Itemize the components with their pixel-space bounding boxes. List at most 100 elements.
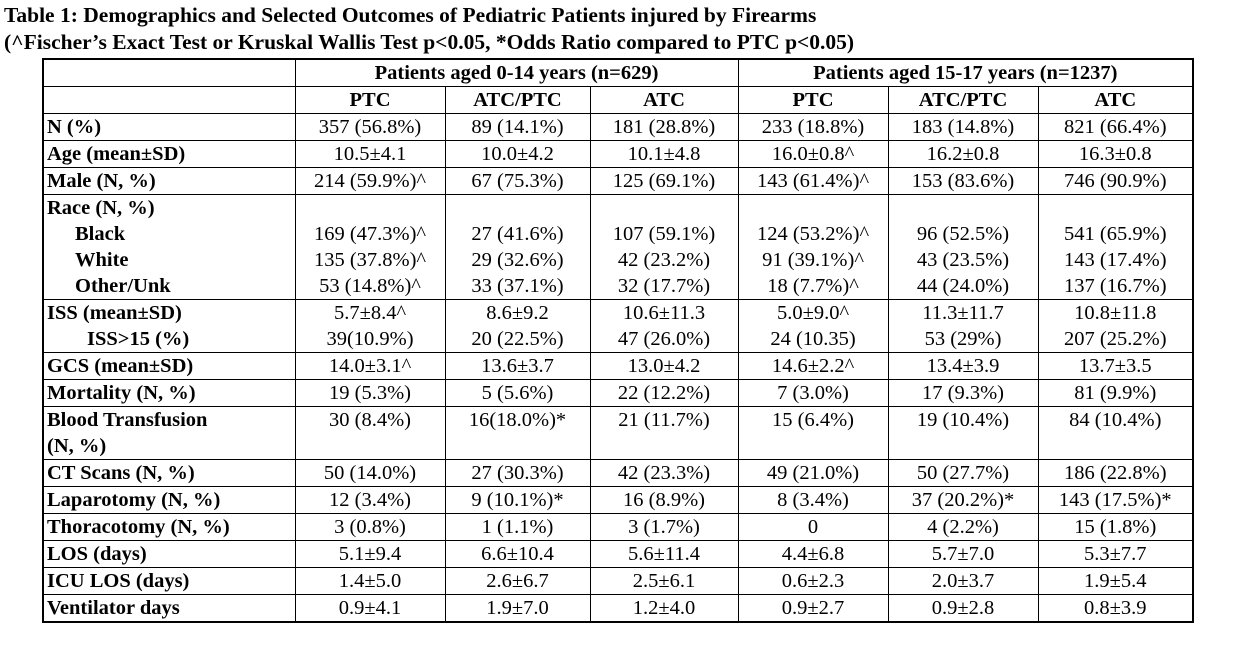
row-label: Laparotomy (N, %) xyxy=(42,486,296,514)
table-cell: 1 (1.1%) xyxy=(444,513,591,541)
row-label: Blood Transfusion xyxy=(47,409,208,431)
row-label: Age (mean±SD) xyxy=(42,140,296,168)
table-cell: 4 (2.2%) xyxy=(887,513,1039,541)
row-sublabel: Other/Unk xyxy=(75,275,171,297)
table-cell: 10.6±11.3 xyxy=(622,302,706,324)
group-header-0-14: Patients aged 0-14 years (n=629) xyxy=(294,58,739,87)
table-cell: 16(18.0%)* xyxy=(444,406,591,460)
table-cell: 89 (14.1%) xyxy=(444,113,591,141)
table-row-age: Age (mean±SD) 10.5±4.1 10.0±4.2 10.1±4.8… xyxy=(42,140,1194,168)
table-row-los: LOS (days) 5.1±9.4 6.6±10.4 5.6±11.4 4.4… xyxy=(42,540,1194,568)
table-cell: 16.3±0.8 xyxy=(1037,140,1194,168)
table-caption: Table 1: Demographics and Selected Outco… xyxy=(4,2,854,56)
table-row-transfusion: Blood Transfusion (N, %) 30 (8.4%) 16(18… xyxy=(42,406,1194,460)
table-cell: 67 (75.3%) xyxy=(444,167,591,195)
table-cell: 84 (10.4%) xyxy=(1037,406,1194,460)
table-cell-group: 11.3±11.7 53 (29%) xyxy=(887,299,1039,353)
table-cell: 24 (10.35) xyxy=(770,328,856,350)
table-cell: 143 (17.5%)* xyxy=(1037,486,1194,514)
table-cell: 5.6±11.4 xyxy=(589,540,739,568)
table-cell: 32 (17.7%) xyxy=(617,275,711,297)
row-label: ISS (mean±SD) xyxy=(47,302,182,324)
table-cell: 169 (47.3%)^ xyxy=(313,223,427,245)
row-label-cont: (N, %) xyxy=(47,435,107,457)
table-cell-group: 96 (52.5%) 43 (23.5%) 44 (24.0%) xyxy=(887,194,1039,300)
row-label: Mortality (N, %) xyxy=(42,379,296,407)
table-cell: 0.6±2.3 xyxy=(737,567,889,595)
table-cell: 5 (5.6%) xyxy=(444,379,591,407)
table-cell: 8 (3.4%) xyxy=(737,486,889,514)
table-cell: 27 (41.6%) xyxy=(471,223,564,245)
row-sublabel: Black xyxy=(75,223,126,245)
table-cell: 30 (8.4%) xyxy=(294,406,446,460)
table-cell: 0.8±3.9 xyxy=(1037,594,1194,623)
table-cell: 186 (22.8%) xyxy=(1037,459,1194,487)
table-cell: 10.8±11.8 xyxy=(1074,302,1157,324)
table-cell-group: 5.7±8.4^ 39(10.9%) xyxy=(294,299,446,353)
table-cell: 44 (24.0%) xyxy=(916,275,1010,297)
table-cell: 13.7±3.5 xyxy=(1037,352,1194,380)
table-cell: 37 (20.2%)* xyxy=(887,486,1039,514)
table-cell-group: 5.0±9.0^ 24 (10.35) xyxy=(737,299,889,353)
caption-title: Table 1: Demographics and Selected Outco… xyxy=(4,3,817,27)
table-cell: 91 (39.1%)^ xyxy=(762,249,864,271)
table-cell: 0.9±2.8 xyxy=(887,594,1039,623)
table-row-icu-los: ICU LOS (days) 1.4±5.0 2.6±6.7 2.5±6.1 0… xyxy=(42,567,1194,595)
table-cell: 10.0±4.2 xyxy=(444,140,591,168)
row-sublabel: White xyxy=(75,249,129,271)
row-label: CT Scans (N, %) xyxy=(42,459,296,487)
table-cell: 81 (9.9%) xyxy=(1037,379,1194,407)
table-cell: 124 (53.2%)^ xyxy=(756,223,870,245)
caption-footnote: (^Fischer’s Exact Test or Kruskal Wallis… xyxy=(4,30,855,54)
table-cell: 16.0±0.8^ xyxy=(737,140,889,168)
table-row-ventilator: Ventilator days 0.9±4.1 1.9±7.0 1.2±4.0 … xyxy=(42,594,1194,623)
table-cell: 3 (1.7%) xyxy=(589,513,739,541)
table-cell: 233 (18.8%) xyxy=(737,113,889,141)
table-cell: 5.3±7.7 xyxy=(1037,540,1194,568)
table-cell: 33 (37.1%) xyxy=(471,275,564,297)
table-cell: 183 (14.8%) xyxy=(887,113,1039,141)
table-cell: 15 (1.8%) xyxy=(1037,513,1194,541)
table-cell: 181 (28.8%) xyxy=(589,113,739,141)
table-cell: 9 (10.1%)* xyxy=(444,486,591,514)
table-cell: 0 xyxy=(737,513,889,541)
table-cell: 50 (14.0%) xyxy=(294,459,446,487)
table-cell: 17 (9.3%) xyxy=(887,379,1039,407)
table-cell: 4.4±6.8 xyxy=(737,540,889,568)
column-header: PTC xyxy=(294,86,446,114)
table-cell-group: 124 (53.2%)^ 91 (39.1%)^ 18 (7.7%)^ xyxy=(737,194,889,300)
table-cell: 20 (22.5%) xyxy=(471,328,564,350)
table-cell: 107 (59.1%) xyxy=(612,223,716,245)
table-cell: 137 (16.7%) xyxy=(1064,275,1167,297)
group-header-15-17: Patients aged 15-17 years (n=1237) xyxy=(737,58,1194,87)
table-cell: 21 (11.7%) xyxy=(589,406,739,460)
row-label: Race (N, %) xyxy=(47,197,155,219)
demographics-table: Patients aged 0-14 years (n=629) Patient… xyxy=(42,58,1195,623)
column-header: ATC/PTC xyxy=(887,86,1039,114)
table-cell-group: 10.6±11.3 47 (26.0%) xyxy=(589,299,739,353)
row-label: N (%) xyxy=(42,113,296,141)
table-cell: 19 (5.3%) xyxy=(294,379,446,407)
table-cell: 16 (8.9%) xyxy=(589,486,739,514)
table-cell: 207 (25.2%) xyxy=(1064,328,1167,350)
table-cell-group: 27 (41.6%) 29 (32.6%) 33 (37.1%) xyxy=(444,194,591,300)
table-cell: 47 (26.0%) xyxy=(617,328,711,350)
table-cell-group: 107 (59.1%) 42 (23.2%) 32 (17.7%) xyxy=(589,194,739,300)
table-cell: 22 (12.2%) xyxy=(589,379,739,407)
table-cell: 0.9±2.7 xyxy=(737,594,889,623)
table-cell: 135 (37.8%)^ xyxy=(313,249,427,271)
table-cell: 143 (61.4%)^ xyxy=(737,167,889,195)
table-cell: 1.2±4.0 xyxy=(589,594,739,623)
table-cell: 8.6±9.2 xyxy=(486,302,549,324)
table-row-iss: ISS (mean±SD) ISS>15 (%) 5.7±8.4^ 39(10.… xyxy=(42,299,1194,353)
table-cell: 5.7±7.0 xyxy=(887,540,1039,568)
table-cell: 5.0±9.0^ xyxy=(776,302,850,324)
table-cell: 1.9±5.4 xyxy=(1037,567,1194,595)
table-cell: 43 (23.5%) xyxy=(916,249,1010,271)
table-cell-group: 10.8±11.8 207 (25.2%) xyxy=(1037,299,1194,353)
column-header-row: PTC ATC/PTC ATC PTC ATC/PTC ATC xyxy=(42,86,1194,114)
table-cell: 12 (3.4%) xyxy=(294,486,446,514)
table-cell-group: 8.6±9.2 20 (22.5%) xyxy=(444,299,591,353)
table-cell: 5.7±8.4^ xyxy=(333,302,407,324)
column-header: ATC xyxy=(589,86,739,114)
